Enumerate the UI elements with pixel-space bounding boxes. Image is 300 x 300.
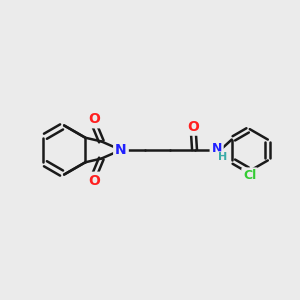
Text: H: H	[218, 152, 227, 162]
Text: Cl: Cl	[243, 169, 256, 182]
Text: N: N	[212, 142, 222, 155]
Text: O: O	[188, 120, 199, 134]
Text: O: O	[88, 112, 100, 126]
Text: O: O	[88, 174, 100, 188]
Text: N: N	[115, 143, 127, 157]
